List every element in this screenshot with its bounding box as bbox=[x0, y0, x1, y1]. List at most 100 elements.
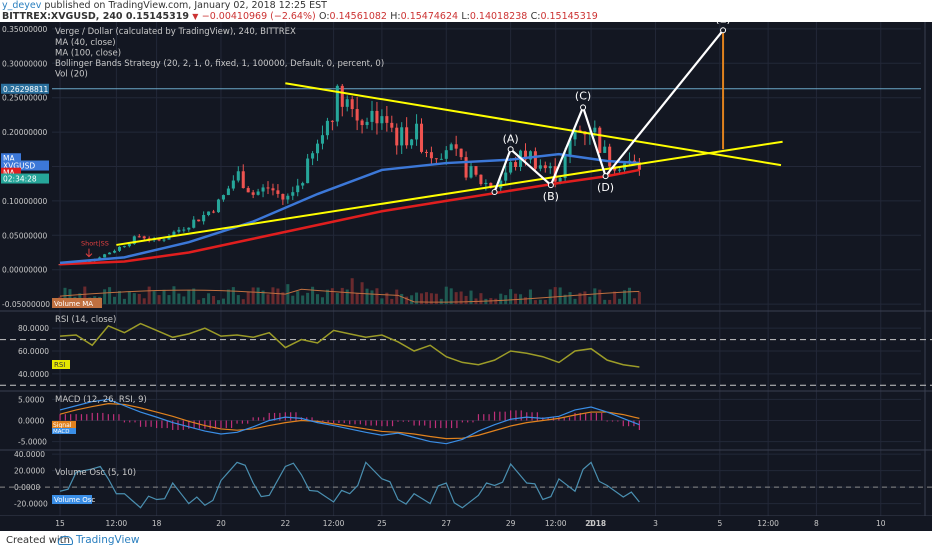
candle bbox=[618, 169, 622, 171]
wave-label: (D) bbox=[597, 181, 614, 194]
tradingview-brand: TradingView bbox=[76, 534, 140, 546]
macd-histogram-bar bbox=[499, 411, 501, 421]
volume-bar bbox=[613, 291, 617, 305]
x-tick-label: 12:00 bbox=[545, 519, 567, 528]
macd-histogram-bar bbox=[434, 420, 437, 429]
low-value: 0.14018238 bbox=[469, 11, 528, 22]
volume-bar bbox=[266, 294, 270, 305]
chart-canvas[interactable]: 0.35000000 0.30000000 0.25000000 0.20000000… bbox=[0, 22, 932, 531]
price-label: MA bbox=[3, 154, 15, 163]
volume-bar bbox=[528, 289, 532, 305]
legend-entry: MA (40, close) bbox=[55, 38, 116, 48]
osc-tick-label: 40.0000 bbox=[14, 450, 45, 459]
macd-histogram-bar bbox=[606, 420, 608, 422]
candle bbox=[157, 238, 161, 241]
volume-bar bbox=[563, 294, 567, 305]
price-label: 0.26298811 bbox=[3, 85, 49, 94]
volume-bar bbox=[137, 293, 141, 305]
candle bbox=[108, 252, 112, 255]
candle bbox=[464, 157, 468, 178]
candle bbox=[335, 85, 339, 122]
macd-histogram-bar bbox=[129, 420, 131, 423]
candle bbox=[528, 151, 532, 160]
macd-histogram-bar bbox=[333, 420, 335, 424]
volume-bar bbox=[568, 292, 572, 305]
macd-histogram-bar bbox=[150, 420, 152, 427]
candle bbox=[301, 183, 305, 186]
macd-histogram-bar bbox=[440, 420, 442, 429]
candle bbox=[212, 211, 216, 213]
x-tick-label: 12:00 bbox=[323, 519, 345, 528]
volume-bar bbox=[340, 287, 344, 305]
x-tick-label: 2018 bbox=[585, 519, 606, 528]
macd-histogram-bar bbox=[563, 417, 565, 421]
candle bbox=[316, 143, 320, 154]
macd-histogram-bar bbox=[257, 417, 260, 421]
macd-histogram-bar bbox=[638, 420, 640, 430]
volume-bar bbox=[167, 295, 171, 305]
candle bbox=[221, 195, 225, 200]
macd-histogram-bar bbox=[188, 420, 190, 429]
price-change: −0.00410969 (−2.64%) bbox=[201, 11, 316, 22]
price-label-bg bbox=[1, 173, 49, 184]
candle bbox=[236, 171, 240, 181]
candle bbox=[543, 165, 547, 169]
volume-bar bbox=[345, 289, 349, 305]
volume-bar bbox=[207, 293, 211, 305]
signal-arrow-icon bbox=[85, 248, 93, 258]
volume-bar bbox=[68, 289, 72, 305]
volume-bar bbox=[429, 293, 433, 305]
x-tick-label: 1 bbox=[589, 519, 594, 528]
author-link[interactable]: y_deyev bbox=[2, 0, 42, 11]
volume-bar bbox=[276, 288, 280, 305]
volume-bar bbox=[316, 294, 320, 305]
wave-point bbox=[507, 146, 514, 153]
macd-histogram-bar bbox=[510, 410, 512, 421]
volume-bar bbox=[533, 300, 537, 305]
close-label: C: bbox=[530, 11, 541, 22]
volume-bar bbox=[261, 290, 265, 305]
macd-histogram-bar bbox=[252, 417, 254, 421]
candle bbox=[286, 195, 290, 200]
tradingview-logo[interactable]: TradingView bbox=[58, 534, 139, 546]
price-label: XVGUSD bbox=[3, 162, 35, 171]
volume-bar bbox=[281, 292, 285, 305]
macd-histogram-bar bbox=[359, 420, 361, 425]
y-tick-label: 0.00000000 bbox=[2, 266, 48, 275]
last-price: 0.15145319 bbox=[125, 11, 189, 22]
volume-bar bbox=[108, 287, 112, 305]
volume-bar bbox=[325, 289, 329, 305]
macd-histogram-bar bbox=[86, 414, 88, 421]
macd-histogram-bar bbox=[526, 412, 528, 421]
volume-bar bbox=[632, 298, 636, 305]
legend-entry: MA (100, close) bbox=[55, 49, 121, 59]
wave-label: (A) bbox=[503, 132, 519, 145]
volume-bar bbox=[608, 299, 612, 305]
price-label: MA bbox=[3, 169, 15, 178]
candle bbox=[390, 122, 394, 128]
volume-bar bbox=[454, 292, 458, 305]
x-tick-label: 18 bbox=[152, 519, 162, 528]
candle bbox=[449, 144, 453, 151]
symbol-name: BITTREX:XVGUSD, 240 bbox=[2, 11, 123, 22]
x-tick-label: 15 bbox=[55, 519, 65, 528]
macd-histogram-bar bbox=[386, 420, 388, 427]
macd-line bbox=[59, 398, 640, 445]
candle bbox=[112, 250, 117, 253]
candle bbox=[603, 146, 607, 153]
macd-histogram-bar bbox=[247, 420, 249, 424]
candle bbox=[424, 151, 428, 153]
candle bbox=[122, 246, 126, 248]
low-label: L: bbox=[461, 11, 470, 22]
volume-bar bbox=[197, 299, 201, 305]
volume-bar bbox=[291, 295, 295, 305]
volume-bar bbox=[202, 298, 206, 305]
candle bbox=[400, 127, 404, 146]
volume-bar bbox=[553, 287, 557, 305]
macd-title: MACD (12, 26, RSI, 9) bbox=[55, 395, 147, 405]
macd-histogram-bar bbox=[424, 420, 426, 426]
candle bbox=[415, 123, 419, 140]
candle bbox=[405, 127, 409, 146]
candle bbox=[548, 166, 552, 169]
volume-bar bbox=[538, 299, 542, 305]
